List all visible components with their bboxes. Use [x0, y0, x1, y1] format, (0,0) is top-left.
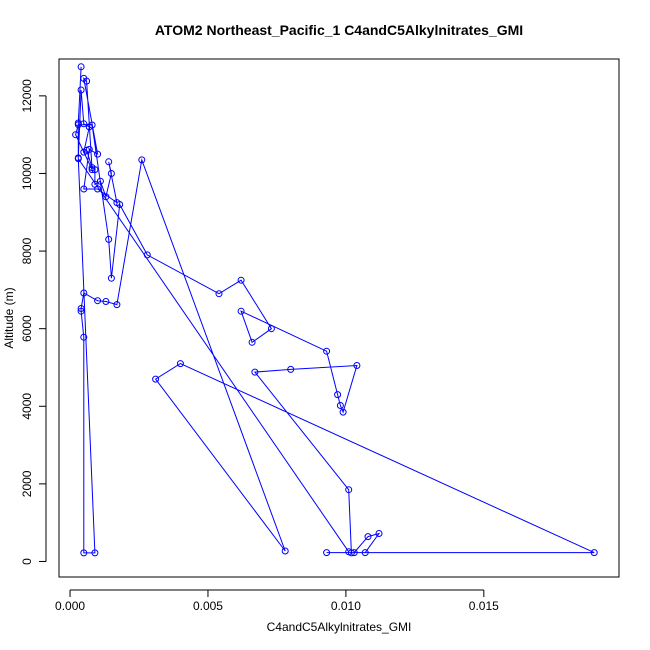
data-point — [91, 166, 99, 174]
data-point — [77, 307, 85, 315]
data-point — [88, 166, 96, 174]
data-point — [334, 391, 342, 399]
data-point — [80, 549, 88, 557]
data-point — [80, 289, 88, 297]
data-point — [105, 158, 113, 166]
data-point — [77, 63, 85, 71]
data-point — [107, 170, 115, 177]
data-point — [364, 533, 372, 541]
data-point — [94, 297, 102, 305]
chart-title: ATOM2 Northeast_Pacific_1 C4andC5Alkylni… — [155, 22, 523, 38]
series-group — [72, 63, 598, 557]
y-tick-label: 6000 — [20, 315, 34, 342]
data-point — [85, 145, 93, 153]
y-axis: 0 2000 4000 6000 8000 10000 12000 — [20, 79, 47, 565]
data-point — [113, 301, 121, 309]
data-point — [323, 347, 331, 355]
plot-frame — [58, 58, 620, 578]
data-point — [107, 274, 115, 282]
data-point — [336, 402, 344, 409]
x-tick-label: 0.015 — [469, 599, 499, 613]
data-point — [88, 121, 96, 129]
data-point — [74, 155, 82, 163]
data-point — [345, 486, 353, 494]
data-point — [94, 185, 102, 193]
y-tick-label: 0 — [20, 558, 34, 565]
y-axis-label: Altitude (m) — [2, 287, 16, 348]
x-axis-label: C4andC5Alkylnitrates_GMI — [267, 620, 412, 634]
data-point — [80, 185, 88, 193]
y-tick-label: 10000 — [20, 156, 34, 190]
data-point — [77, 305, 85, 312]
data-point — [353, 362, 361, 369]
data-point — [116, 201, 124, 208]
data-point — [248, 338, 256, 346]
data-point — [345, 548, 353, 556]
data-point — [91, 549, 99, 557]
data-point — [267, 325, 275, 333]
series-line — [75, 66, 595, 554]
data-point — [96, 177, 104, 185]
x-tick-label: 0.010 — [331, 599, 361, 613]
data-point — [94, 150, 102, 158]
data-point — [323, 549, 331, 557]
y-tick-label: 2000 — [20, 470, 34, 497]
x-tick-label: 0.000 — [55, 599, 85, 613]
data-point — [74, 121, 82, 129]
x-axis: 0.000 0.005 0.010 0.015 — [55, 589, 499, 613]
data-point — [237, 276, 245, 284]
data-point — [176, 360, 184, 368]
data-point — [72, 131, 80, 139]
data-point — [590, 549, 598, 557]
data-point — [251, 368, 259, 376]
data-point — [361, 549, 369, 557]
data-point — [281, 547, 289, 555]
data-point — [143, 251, 151, 259]
y-tick-label: 8000 — [20, 237, 34, 264]
data-point — [152, 375, 160, 383]
data-point — [375, 530, 383, 537]
data-point — [83, 77, 91, 85]
data-point — [102, 298, 110, 305]
y-tick-label: 12000 — [20, 79, 34, 113]
data-point — [105, 235, 113, 243]
x-tick-label: 0.005 — [193, 599, 223, 613]
data-point — [287, 365, 295, 373]
y-tick-label: 4000 — [20, 393, 34, 420]
data-point — [102, 193, 110, 201]
data-point — [138, 156, 146, 164]
data-point — [237, 307, 245, 315]
data-point — [215, 290, 223, 298]
data-point — [80, 333, 88, 341]
data-point — [77, 86, 85, 94]
data-point — [339, 408, 347, 416]
